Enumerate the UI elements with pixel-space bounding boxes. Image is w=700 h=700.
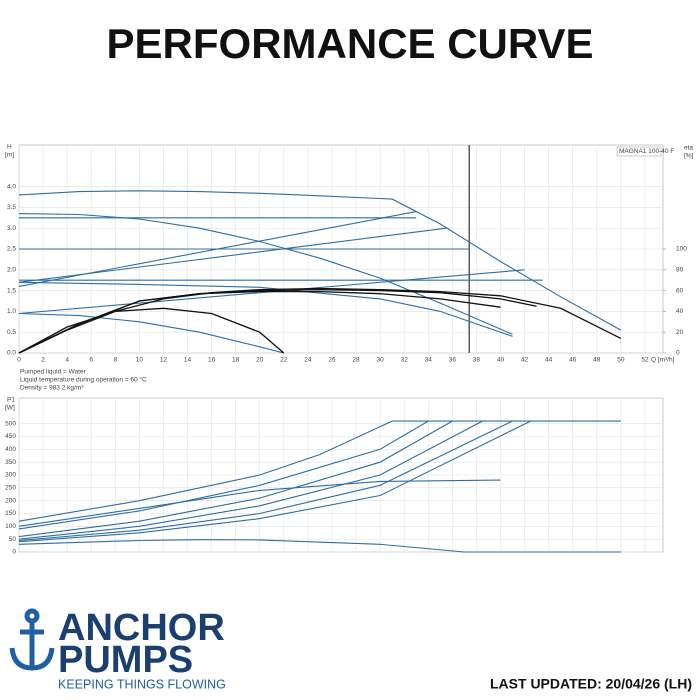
x-tick-label: 12: [160, 357, 168, 364]
y2-axis-label: eta: [684, 145, 693, 152]
last-updated: LAST UPDATED: 20/04/26 (LH): [490, 676, 692, 692]
x-tick-label: 48: [593, 357, 601, 364]
y-axis-label: H: [7, 144, 12, 151]
note: Pumped liquid = Water: [20, 369, 87, 376]
y-tick-label: 1.5: [7, 287, 16, 294]
curve: [18, 227, 447, 283]
y-tick-label: 1.0: [7, 308, 16, 315]
note: Density = 983.2 kg/m³: [20, 385, 84, 392]
x-tick-label: 46: [569, 357, 577, 364]
curve: [18, 420, 531, 543]
y-tick-label: 150: [5, 510, 16, 517]
x-tick-label: 8: [113, 357, 117, 364]
y-axis-unit: [m]: [5, 152, 14, 159]
note: Liquid temperature during operation = 60…: [20, 376, 147, 384]
y-axis-label: P1: [7, 397, 15, 404]
y-tick-label: 2.0: [7, 267, 16, 274]
efficiency-curve: [18, 290, 501, 354]
x-tick-label: 4: [65, 357, 69, 364]
x-tick-label: 40: [497, 357, 505, 364]
x-tick-label: 0: [17, 357, 21, 364]
x-tick-label: 20: [256, 357, 264, 364]
curve: [18, 539, 621, 553]
x-tick-label: 16: [208, 357, 216, 364]
y-tick-label: 3.0: [7, 225, 16, 232]
x-tick-label: 38: [473, 357, 481, 364]
curve: [18, 190, 622, 331]
y-tick-label: 450: [5, 433, 16, 440]
x-tick-label: 14: [184, 357, 192, 364]
x-tick-label: 42: [521, 357, 529, 364]
x-tick-label: 50: [617, 357, 625, 364]
y-tick-label: 0: [12, 549, 16, 556]
y-tick-label: 250: [5, 485, 16, 492]
x-tick-label: 10: [136, 357, 144, 364]
x-tick-label: 36: [449, 357, 457, 364]
y-tick-label: 350: [5, 459, 16, 466]
x-tick-label: 52: [641, 357, 649, 364]
x-tick-label: 24: [304, 357, 312, 364]
y-tick-label: 50: [9, 536, 17, 543]
curve: [18, 420, 621, 522]
curve: [18, 281, 513, 337]
y-tick-label: 0.0: [7, 350, 16, 357]
x-tick-label: 2: [41, 357, 45, 364]
x-tick-label: 28: [352, 357, 360, 364]
x-tick-label: 32: [401, 357, 409, 364]
curve: [18, 420, 483, 540]
y-tick-label: 200: [5, 497, 16, 504]
x-tick-label: 30: [377, 357, 385, 364]
curve: [18, 479, 501, 527]
y2-tick-label: 100: [676, 246, 687, 253]
y-tick-label: 400: [5, 446, 16, 453]
x-tick-label: 26: [328, 357, 336, 364]
y2-tick-label: 80: [676, 267, 684, 274]
x-axis-label: Q [m³/h]: [651, 357, 675, 364]
y2-axis-unit: [%]: [684, 153, 694, 160]
anchor-icon: [9, 608, 55, 671]
y-tick-label: 4.0: [7, 183, 16, 190]
curve: [18, 420, 429, 530]
y2-tick-label: 20: [676, 329, 684, 336]
logo-tagline: KEEPING THINGS FLOWING: [58, 677, 226, 691]
y2-tick-label: 60: [676, 287, 684, 294]
curve: [18, 420, 513, 542]
x-tick-label: 34: [425, 357, 433, 364]
y-tick-label: 300: [5, 472, 16, 479]
curve: [18, 312, 284, 354]
page-title: PERFORMANCE CURVE: [107, 20, 594, 67]
y-tick-label: 500: [5, 420, 16, 427]
model-label: MAGNA1 100-40 F: [619, 148, 674, 155]
x-tick-label: 44: [545, 357, 553, 364]
model-box: [616, 146, 662, 157]
x-tick-label: 22: [280, 357, 288, 364]
logo-line1: ANCHOR: [58, 607, 225, 649]
x-tick-label: 18: [232, 357, 240, 364]
x-tick-label: 6: [89, 357, 93, 364]
curve: [18, 420, 453, 538]
y-tick-label: 0.5: [7, 329, 16, 336]
logo-line2: PUMPS: [58, 639, 193, 681]
efficiency-curve: [18, 307, 285, 354]
y-axis-unit: [W]: [5, 405, 15, 412]
y-tick-label: 100: [5, 523, 16, 530]
y-tick-label: 3.5: [7, 204, 16, 211]
y2-tick-label: 40: [676, 308, 684, 315]
y-tick-label: 2.5: [7, 246, 16, 253]
y2-tick-label: 0: [676, 350, 680, 357]
